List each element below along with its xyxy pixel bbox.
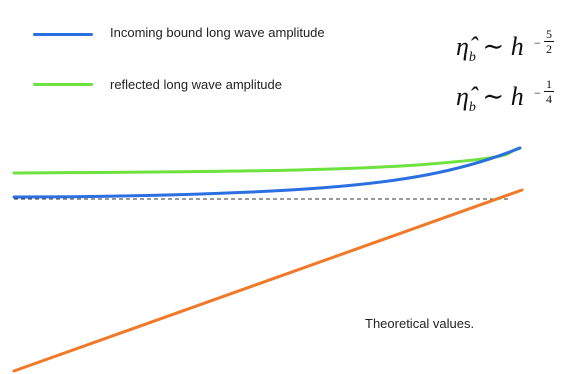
formula-2-text: η̂b ∼ h	[456, 82, 524, 116]
formula-2-exponent: 1 4	[544, 77, 554, 106]
formula-incoming: η̂b ∼ h − 5 2	[456, 26, 561, 72]
formula-1-sign: −	[534, 36, 541, 50]
theoretical-note: Theoretical values.	[365, 316, 475, 331]
legend-label-incoming: Incoming bound long wave amplitude	[110, 25, 325, 40]
legend-label-reflected: reflected long wave amplitude	[110, 77, 282, 92]
formula-2-sign: −	[534, 86, 541, 100]
reflected-wave-curve	[12, 146, 522, 175]
formula-1-exponent: 5 2	[544, 27, 554, 56]
theoretical-line	[12, 188, 524, 373]
legend-swatch-incoming	[33, 33, 93, 36]
legend-swatch-reflected	[33, 83, 93, 86]
incoming-wave-curve	[12, 146, 522, 199]
formula-1-text: η̂b ∼ h	[456, 32, 524, 66]
formula-reflected: η̂b ∼ h − 1 4	[456, 76, 561, 122]
